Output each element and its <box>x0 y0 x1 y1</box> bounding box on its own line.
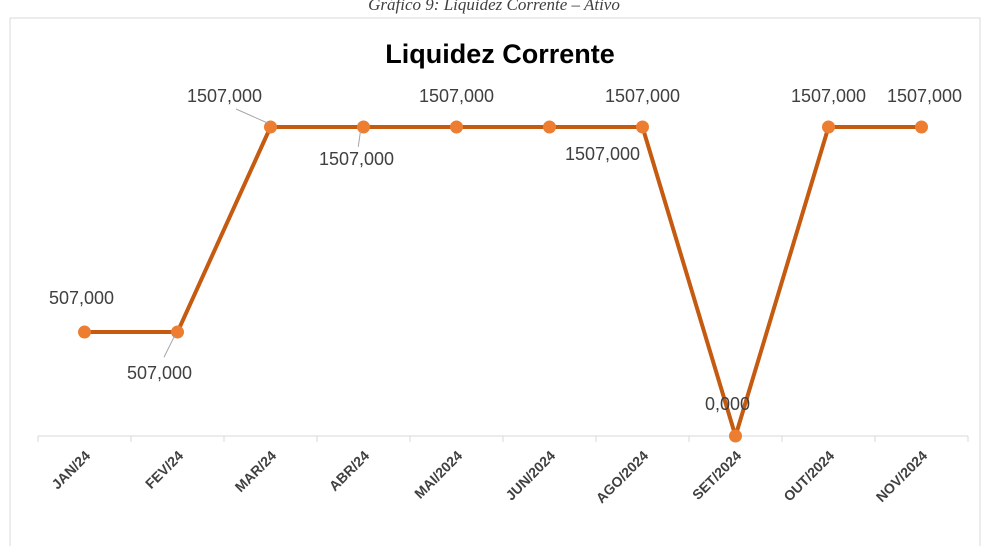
data-label: 0,000 <box>705 394 750 414</box>
leader-line <box>235 108 268 124</box>
marker <box>543 120 556 134</box>
marker <box>357 120 370 134</box>
leader-line <box>357 130 361 147</box>
marker <box>78 325 91 339</box>
leader-line <box>163 335 175 358</box>
data-label: 1507,000 <box>319 149 394 169</box>
marker <box>915 120 928 134</box>
marker <box>636 120 649 134</box>
chart-title: Liquidez Corrente <box>385 39 615 69</box>
line <box>84 125 922 438</box>
data-label: 1507,000 <box>887 86 962 106</box>
caption: Gráfico 9: Liquidez Corrente – Ativo <box>368 0 620 14</box>
marker <box>822 120 835 134</box>
marker <box>171 325 184 339</box>
data-label: 507,000 <box>49 288 114 308</box>
data-label: 507,000 <box>127 363 192 383</box>
data-label: 1507,000 <box>791 86 866 106</box>
marker <box>729 429 742 443</box>
marker <box>450 120 463 134</box>
data-label: 1507,000 <box>565 144 640 164</box>
data-label: 1507,000 <box>605 86 680 106</box>
marker <box>264 120 277 134</box>
chart-frame <box>9 17 981 546</box>
data-label: 1507,000 <box>187 86 262 106</box>
data-label: 1507,000 <box>419 86 494 106</box>
